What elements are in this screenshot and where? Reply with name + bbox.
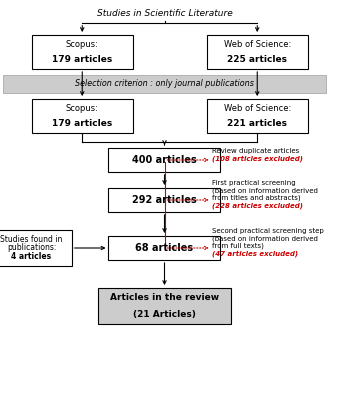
Text: Selection criterion : only journal publications: Selection criterion : only journal publi… xyxy=(75,80,254,88)
Text: 400 articles: 400 articles xyxy=(132,155,197,165)
FancyBboxPatch shape xyxy=(108,188,220,212)
Text: 68 articles: 68 articles xyxy=(135,243,194,253)
Text: 225 articles: 225 articles xyxy=(227,55,287,64)
FancyBboxPatch shape xyxy=(32,99,133,133)
Text: Second practical screening step: Second practical screening step xyxy=(212,228,323,234)
FancyBboxPatch shape xyxy=(108,236,220,260)
Text: 4 articles: 4 articles xyxy=(12,252,51,261)
Text: Articles in the review: Articles in the review xyxy=(110,294,219,302)
Text: publications:: publications: xyxy=(7,244,56,252)
Text: First practical screening: First practical screening xyxy=(212,180,295,186)
Text: from titles and abstracts): from titles and abstracts) xyxy=(212,194,300,201)
Text: from full texts): from full texts) xyxy=(212,242,264,249)
Text: 292 articles: 292 articles xyxy=(132,195,197,205)
Text: Web of Science:: Web of Science: xyxy=(224,40,291,49)
Text: Studies in Scientific Literature: Studies in Scientific Literature xyxy=(97,10,232,18)
Text: Scopus:: Scopus: xyxy=(66,104,99,113)
FancyBboxPatch shape xyxy=(4,75,326,93)
FancyBboxPatch shape xyxy=(32,35,133,69)
Text: 179 articles: 179 articles xyxy=(52,119,112,128)
Text: Studies found in: Studies found in xyxy=(0,235,63,244)
FancyBboxPatch shape xyxy=(98,288,231,324)
Text: 179 articles: 179 articles xyxy=(52,55,112,64)
Text: (47 articles excluded): (47 articles excluded) xyxy=(212,250,298,256)
FancyBboxPatch shape xyxy=(0,230,72,266)
Text: Scopus:: Scopus: xyxy=(66,40,99,49)
Text: (based on information derived: (based on information derived xyxy=(212,188,318,194)
Text: (21 Articles): (21 Articles) xyxy=(133,310,196,318)
FancyBboxPatch shape xyxy=(108,148,220,172)
Text: (based on information derived: (based on information derived xyxy=(212,236,318,242)
FancyBboxPatch shape xyxy=(206,35,308,69)
FancyBboxPatch shape xyxy=(206,99,308,133)
Text: 221 articles: 221 articles xyxy=(227,119,287,128)
Text: Review duplicate articles: Review duplicate articles xyxy=(212,148,299,154)
Text: Web of Science:: Web of Science: xyxy=(224,104,291,113)
Text: (228 articles excluded): (228 articles excluded) xyxy=(212,202,303,208)
Text: (108 articles excluded): (108 articles excluded) xyxy=(212,156,303,162)
